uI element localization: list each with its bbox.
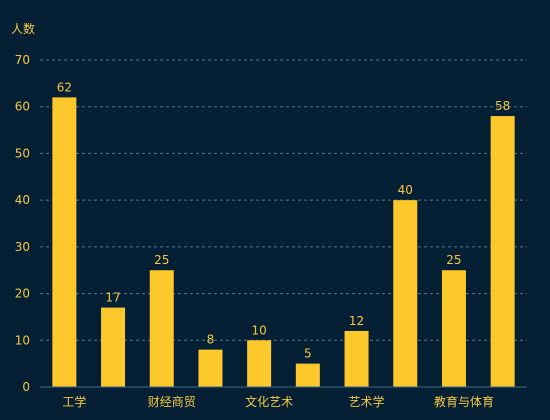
data-labels: 62 17 25 8 10 5 12 40 25 58 bbox=[57, 80, 511, 360]
x-axis-ticks: 工学 财经商贸 文化艺术 艺术学 教育与体育 bbox=[62, 394, 494, 409]
bar[interactable] bbox=[393, 200, 418, 387]
y-tick-label: 70 bbox=[15, 53, 30, 67]
x-tick-label: 文化艺术 bbox=[245, 394, 293, 409]
x-tick-label: 艺术学 bbox=[349, 394, 385, 409]
x-tick-label: 教育与体育 bbox=[434, 394, 494, 409]
bar[interactable] bbox=[101, 307, 126, 387]
data-label: 8 bbox=[207, 333, 215, 347]
data-label: 58 bbox=[495, 99, 510, 113]
y-axis-ticks: 0 10 20 30 40 50 60 70 bbox=[15, 53, 30, 394]
bar[interactable] bbox=[490, 116, 515, 388]
bar[interactable] bbox=[52, 97, 77, 387]
y-tick-label: 40 bbox=[15, 193, 30, 207]
data-label: 40 bbox=[398, 183, 413, 197]
x-tick-label: 财经商贸 bbox=[148, 394, 196, 409]
bar[interactable] bbox=[344, 330, 369, 387]
data-label: 10 bbox=[252, 323, 267, 337]
data-label: 25 bbox=[446, 253, 461, 267]
bar[interactable] bbox=[149, 270, 174, 387]
y-tick-label: 30 bbox=[15, 240, 30, 254]
y-tick-label: 20 bbox=[15, 287, 30, 301]
bar[interactable] bbox=[441, 270, 466, 387]
y-axis-unit-label: 人数 bbox=[11, 21, 35, 36]
bar[interactable] bbox=[295, 363, 320, 387]
data-label: 62 bbox=[57, 80, 72, 94]
bar[interactable] bbox=[247, 340, 272, 387]
bars bbox=[52, 97, 515, 388]
data-label: 12 bbox=[349, 314, 364, 328]
y-tick-label: 0 bbox=[22, 380, 30, 394]
bar[interactable] bbox=[198, 349, 223, 387]
y-tick-label: 60 bbox=[15, 100, 30, 114]
data-label: 25 bbox=[154, 253, 169, 267]
x-tick-label: 工学 bbox=[62, 394, 86, 409]
y-tick-label: 50 bbox=[15, 146, 30, 160]
y-tick-label: 10 bbox=[15, 333, 30, 347]
data-label: 5 bbox=[304, 347, 312, 361]
data-label: 17 bbox=[105, 291, 120, 305]
